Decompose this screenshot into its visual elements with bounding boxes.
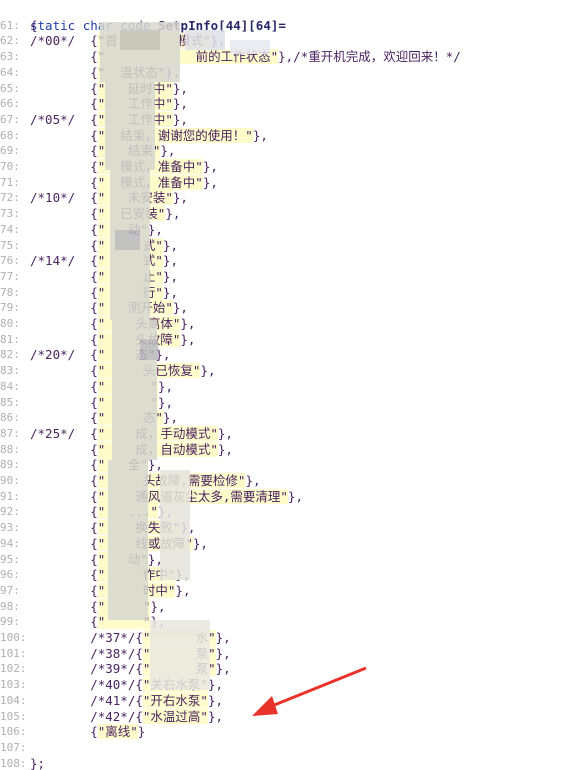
line-number: 91: <box>0 489 20 503</box>
line-code: /*37*/{" 水"}, <box>30 630 231 645</box>
line-number: 77: <box>0 269 20 283</box>
line-number: 101: <box>0 646 27 660</box>
line-code: {" 全"}, <box>30 457 163 473</box>
line-number: 88: <box>0 442 20 456</box>
line-number: 80: <box>0 317 20 330</box>
line-code: {" 结束"}, <box>30 143 176 159</box>
line-code: {" 测开始"}, <box>30 300 188 316</box>
line-code: {" 结束，谢谢您的使用！"}, <box>30 127 268 143</box>
line-code: {" 态"}, <box>30 410 178 426</box>
line-number: 81: <box>0 332 20 346</box>
line-code: {" 头已恢复"}, <box>30 363 216 379</box>
line-code: {" 止"}, <box>30 268 178 284</box>
header-code: static char code SetpInfo[44][64]= <box>30 17 286 33</box>
line-number: 100: <box>0 631 27 644</box>
line-code: {" 换失败"}, <box>30 520 196 536</box>
line-number: 107: <box>0 740 27 754</box>
line-number: 63: <box>0 50 20 64</box>
line-number: 72: <box>0 191 20 205</box>
line-code: {" "}, <box>30 394 174 410</box>
line-number: 102: <box>0 662 27 676</box>
line-number: 86: <box>0 411 20 425</box>
line-code: {" 成，自动模式"}, <box>30 441 233 457</box>
line-number: 61: <box>0 18 20 32</box>
line-number: 98: <box>0 599 20 613</box>
line-number: 95: <box>0 552 20 566</box>
line-number: 65: <box>0 81 20 95</box>
line-code: {" 线或故障"}, <box>30 535 208 551</box>
line-number: 76: <box>0 254 20 268</box>
line-code: {" ..."}, <box>30 504 174 520</box>
line-number: 75: <box>0 238 20 252</box>
line-code: {" 温状态"}, <box>30 64 181 80</box>
line-number: 82: <box>0 348 20 362</box>
line-code: {" "}, <box>30 378 174 394</box>
line-number: 92: <box>0 505 20 519</box>
header-row: static char code SetpInfo[44][64]= <box>0 2 286 33</box>
line-code: {" 已安装"}, <box>30 206 181 222</box>
line-code: {" 延时中"}, <box>30 80 188 96</box>
line-number: 84: <box>0 379 20 393</box>
line-code: {" 头故障,需要检修"}, <box>30 473 261 488</box>
line-number: 69: <box>0 144 20 158</box>
line-code: {" "}, <box>30 598 166 614</box>
line-code: {" 头故障"}, <box>30 331 196 347</box>
line-number: 70: <box>0 160 20 173</box>
line-number: 85: <box>0 395 20 409</box>
line-number: 104: <box>0 693 27 707</box>
line-number: 66: <box>0 97 20 111</box>
line-code: {" 时中"}, <box>30 582 191 598</box>
line-number: 99: <box>0 615 20 629</box>
line-code: {" 作中"}, <box>30 567 191 583</box>
line-code: {" 动"}, <box>30 221 163 237</box>
line-code: {" 通风道灰尘太多,需要清理"}, <box>30 488 303 504</box>
line-number: 78: <box>0 285 20 299</box>
line-code: {" "}, <box>30 614 166 630</box>
line-number: 73: <box>0 207 20 221</box>
line-code: {" 前的工作状态"},/*重开机完成，欢迎回来！*/ <box>30 49 461 65</box>
line-number: 74: <box>0 222 20 236</box>
line-code: { <box>30 17 38 33</box>
line-number: 97: <box>0 583 20 597</box>
line-code: /*25*/ {" 成，手动模式"}, <box>30 425 233 441</box>
line-number: 67: <box>0 112 20 126</box>
line-code: {" 头离体"}, <box>30 316 196 331</box>
line-code: {" 模式，准备中"}, <box>30 159 218 174</box>
line-code: {" 行"}, <box>30 284 178 300</box>
line-code: {" 工作中"}, <box>30 96 188 112</box>
line-number: 93: <box>0 521 20 535</box>
line-number: 90: <box>0 474 20 487</box>
line-code: {"离线"} <box>30 724 146 740</box>
line-number: 105: <box>0 709 27 723</box>
line-code: }; <box>30 755 46 770</box>
line-code: /*39*/{" 泵"}, <box>30 661 231 677</box>
line-number: 108: <box>0 756 27 770</box>
line-code: {" 式"}, <box>30 237 178 253</box>
line-code: /*05*/ {" 工作中"}, <box>30 111 188 127</box>
line-code: /*00*/ {"首 模式"}, <box>30 33 226 49</box>
line-number: 87: <box>0 426 20 440</box>
line-code: /*20*/ {" 态"}, <box>30 347 171 363</box>
line-code: /*41*/{"开右水泵"}, <box>30 692 224 708</box>
line-number: 79: <box>0 301 20 315</box>
line-code: /*42*/{"水温过高"}, <box>30 708 224 724</box>
line-number: 71: <box>0 175 20 189</box>
line-code: {" 模式，准备中"}, <box>30 174 218 190</box>
line-number: 96: <box>0 568 20 582</box>
line-code: /*14*/ {" 式"}, <box>30 253 178 269</box>
line-number: 106: <box>0 725 27 739</box>
line-code: /*38*/{" 泵"}, <box>30 645 231 661</box>
line-number: 89: <box>0 458 20 472</box>
line-number: 62: <box>0 34 20 48</box>
line-number: 68: <box>0 128 20 142</box>
line-code: /*40*/{"关右水泵"}, <box>30 677 224 693</box>
line-code: {" 动"}, <box>30 551 163 567</box>
line-code: /*10*/ {" 未安装"}, <box>30 190 188 206</box>
line-number: 64: <box>0 65 20 79</box>
line-number: 94: <box>0 536 20 550</box>
line-number: 103: <box>0 678 27 692</box>
line-number: 83: <box>0 364 20 378</box>
